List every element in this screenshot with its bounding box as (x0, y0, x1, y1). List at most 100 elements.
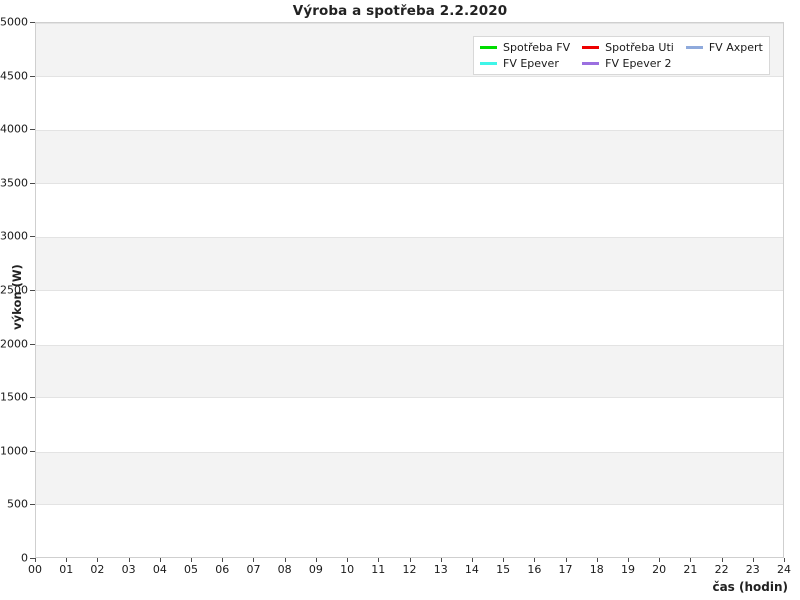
x-tick-label: 13 (433, 563, 448, 576)
x-axis-title: čas (hodin) (712, 580, 788, 594)
legend-swatch-icon (582, 46, 600, 49)
y-tick-label: 2500 (0, 283, 28, 297)
y-tick-label: 4000 (0, 122, 28, 136)
legend-item[interactable]: FV Epever 2 (582, 57, 674, 70)
legend-label: Spotřeba FV (503, 41, 571, 54)
x-tick-label: 15 (496, 563, 511, 576)
y-tick-label: 1500 (0, 390, 28, 404)
y-tick-label: 1000 (0, 444, 28, 458)
x-tick-mark (721, 558, 723, 562)
x-tick-label: 09 (308, 563, 323, 576)
x-tick-mark (565, 558, 567, 562)
x-tick-label: 01 (59, 563, 74, 576)
legend-label: FV Epever (503, 57, 559, 70)
legend-swatch-icon (480, 62, 497, 65)
legend-label: FV Axpert (708, 41, 763, 54)
x-tick-label: 19 (620, 563, 635, 576)
x-tick-label: 21 (683, 563, 698, 576)
x-tick-mark (159, 558, 161, 562)
legend-swatch-icon (582, 62, 600, 65)
plot-area (35, 22, 784, 558)
x-tick-mark (409, 558, 411, 562)
grid-band (36, 237, 783, 291)
legend-item[interactable]: FV Epever (480, 57, 570, 70)
y-tick-mark (30, 558, 35, 559)
x-tick-label: 23 (745, 563, 760, 576)
grid-band (36, 344, 783, 399)
x-tick-mark (784, 558, 785, 562)
x-tick-label: 04 (152, 563, 167, 576)
x-tick-mark (596, 558, 598, 562)
x-tick-mark (534, 558, 536, 562)
y-tick-mark (30, 129, 35, 131)
x-tick-label: 10 (340, 563, 355, 576)
y-tick-label: 5000 (0, 15, 28, 29)
x-tick-mark (659, 558, 661, 562)
x-tick-label: 08 (277, 563, 292, 576)
x-tick-mark (97, 558, 99, 562)
x-tick-mark (440, 558, 442, 562)
grid-band (36, 451, 783, 506)
x-tick-mark (222, 558, 224, 562)
y-tick-label: 4500 (0, 69, 28, 83)
y-tick-mark (30, 397, 35, 399)
y-tick-mark (30, 290, 35, 291)
y-tick-mark (30, 182, 35, 184)
x-tick-label: 24 (777, 563, 791, 576)
x-tick-mark (690, 558, 692, 562)
legend-label: FV Epever 2 (605, 57, 672, 70)
x-tick-mark (503, 558, 505, 562)
y-tick-label: 2000 (0, 337, 28, 351)
x-tick-label: 12 (402, 563, 417, 576)
series-lines-layer (36, 23, 783, 557)
y-tick-label: 0 (21, 551, 28, 565)
x-tick-mark (284, 558, 286, 562)
chart-title: Výroba a spotřeba 2.2.2020 (292, 3, 508, 19)
x-tick-label: 06 (215, 563, 230, 576)
y-axis-title: výkon (W) (10, 264, 24, 330)
y-tick-mark (30, 504, 35, 506)
x-tick-label: 02 (90, 563, 105, 576)
x-tick-label: 14 (464, 563, 479, 576)
chart-legend[interactable]: Spotřeba FV Spotřeba Uti FV Axpert FV Epeve… (473, 36, 770, 75)
y-tick-mark (30, 75, 35, 77)
x-tick-mark (35, 558, 36, 562)
x-tick-label: 11 (371, 563, 386, 576)
legend-label: Spotřeba Uti (605, 41, 674, 54)
x-tick-label: 18 (589, 563, 604, 576)
x-tick-label: 07 (246, 563, 261, 576)
y-tick-label: 500 (7, 497, 28, 511)
series-svg (36, 23, 784, 558)
x-tick-label: 05 (184, 563, 199, 576)
x-tick-mark (253, 558, 255, 562)
x-tick-mark (128, 558, 130, 562)
legend-item[interactable]: Spotřeba FV (480, 41, 570, 54)
x-tick-label: 20 (652, 563, 667, 576)
x-tick-label: 16 (527, 563, 542, 576)
x-tick-mark (315, 558, 317, 562)
x-tick-mark (191, 558, 193, 562)
gridline-bands (36, 23, 783, 557)
x-tick-label: 22 (714, 563, 729, 576)
y-tick-mark (30, 450, 35, 452)
x-tick-mark (347, 558, 349, 562)
legend-swatch-icon (480, 46, 497, 49)
x-tick-mark (752, 558, 754, 562)
x-tick-label: 00 (28, 563, 42, 576)
y-tick-label: 3500 (0, 176, 28, 190)
y-tick-label: 3000 (0, 229, 28, 243)
x-tick-mark (471, 558, 473, 562)
legend-item[interactable]: FV Axpert (685, 41, 763, 54)
legend-swatch-icon (685, 46, 703, 49)
x-tick-label: 03 (121, 563, 136, 576)
x-tick-mark (378, 558, 380, 562)
y-tick-mark (30, 343, 35, 345)
x-tick-label: 17 (558, 563, 573, 576)
y-tick-mark (30, 236, 35, 238)
x-tick-mark (627, 558, 629, 562)
legend-item[interactable]: Spotřeba Uti (582, 41, 674, 54)
x-tick-mark (66, 558, 68, 562)
y-tick-mark (30, 22, 35, 23)
grid-band (36, 130, 783, 184)
